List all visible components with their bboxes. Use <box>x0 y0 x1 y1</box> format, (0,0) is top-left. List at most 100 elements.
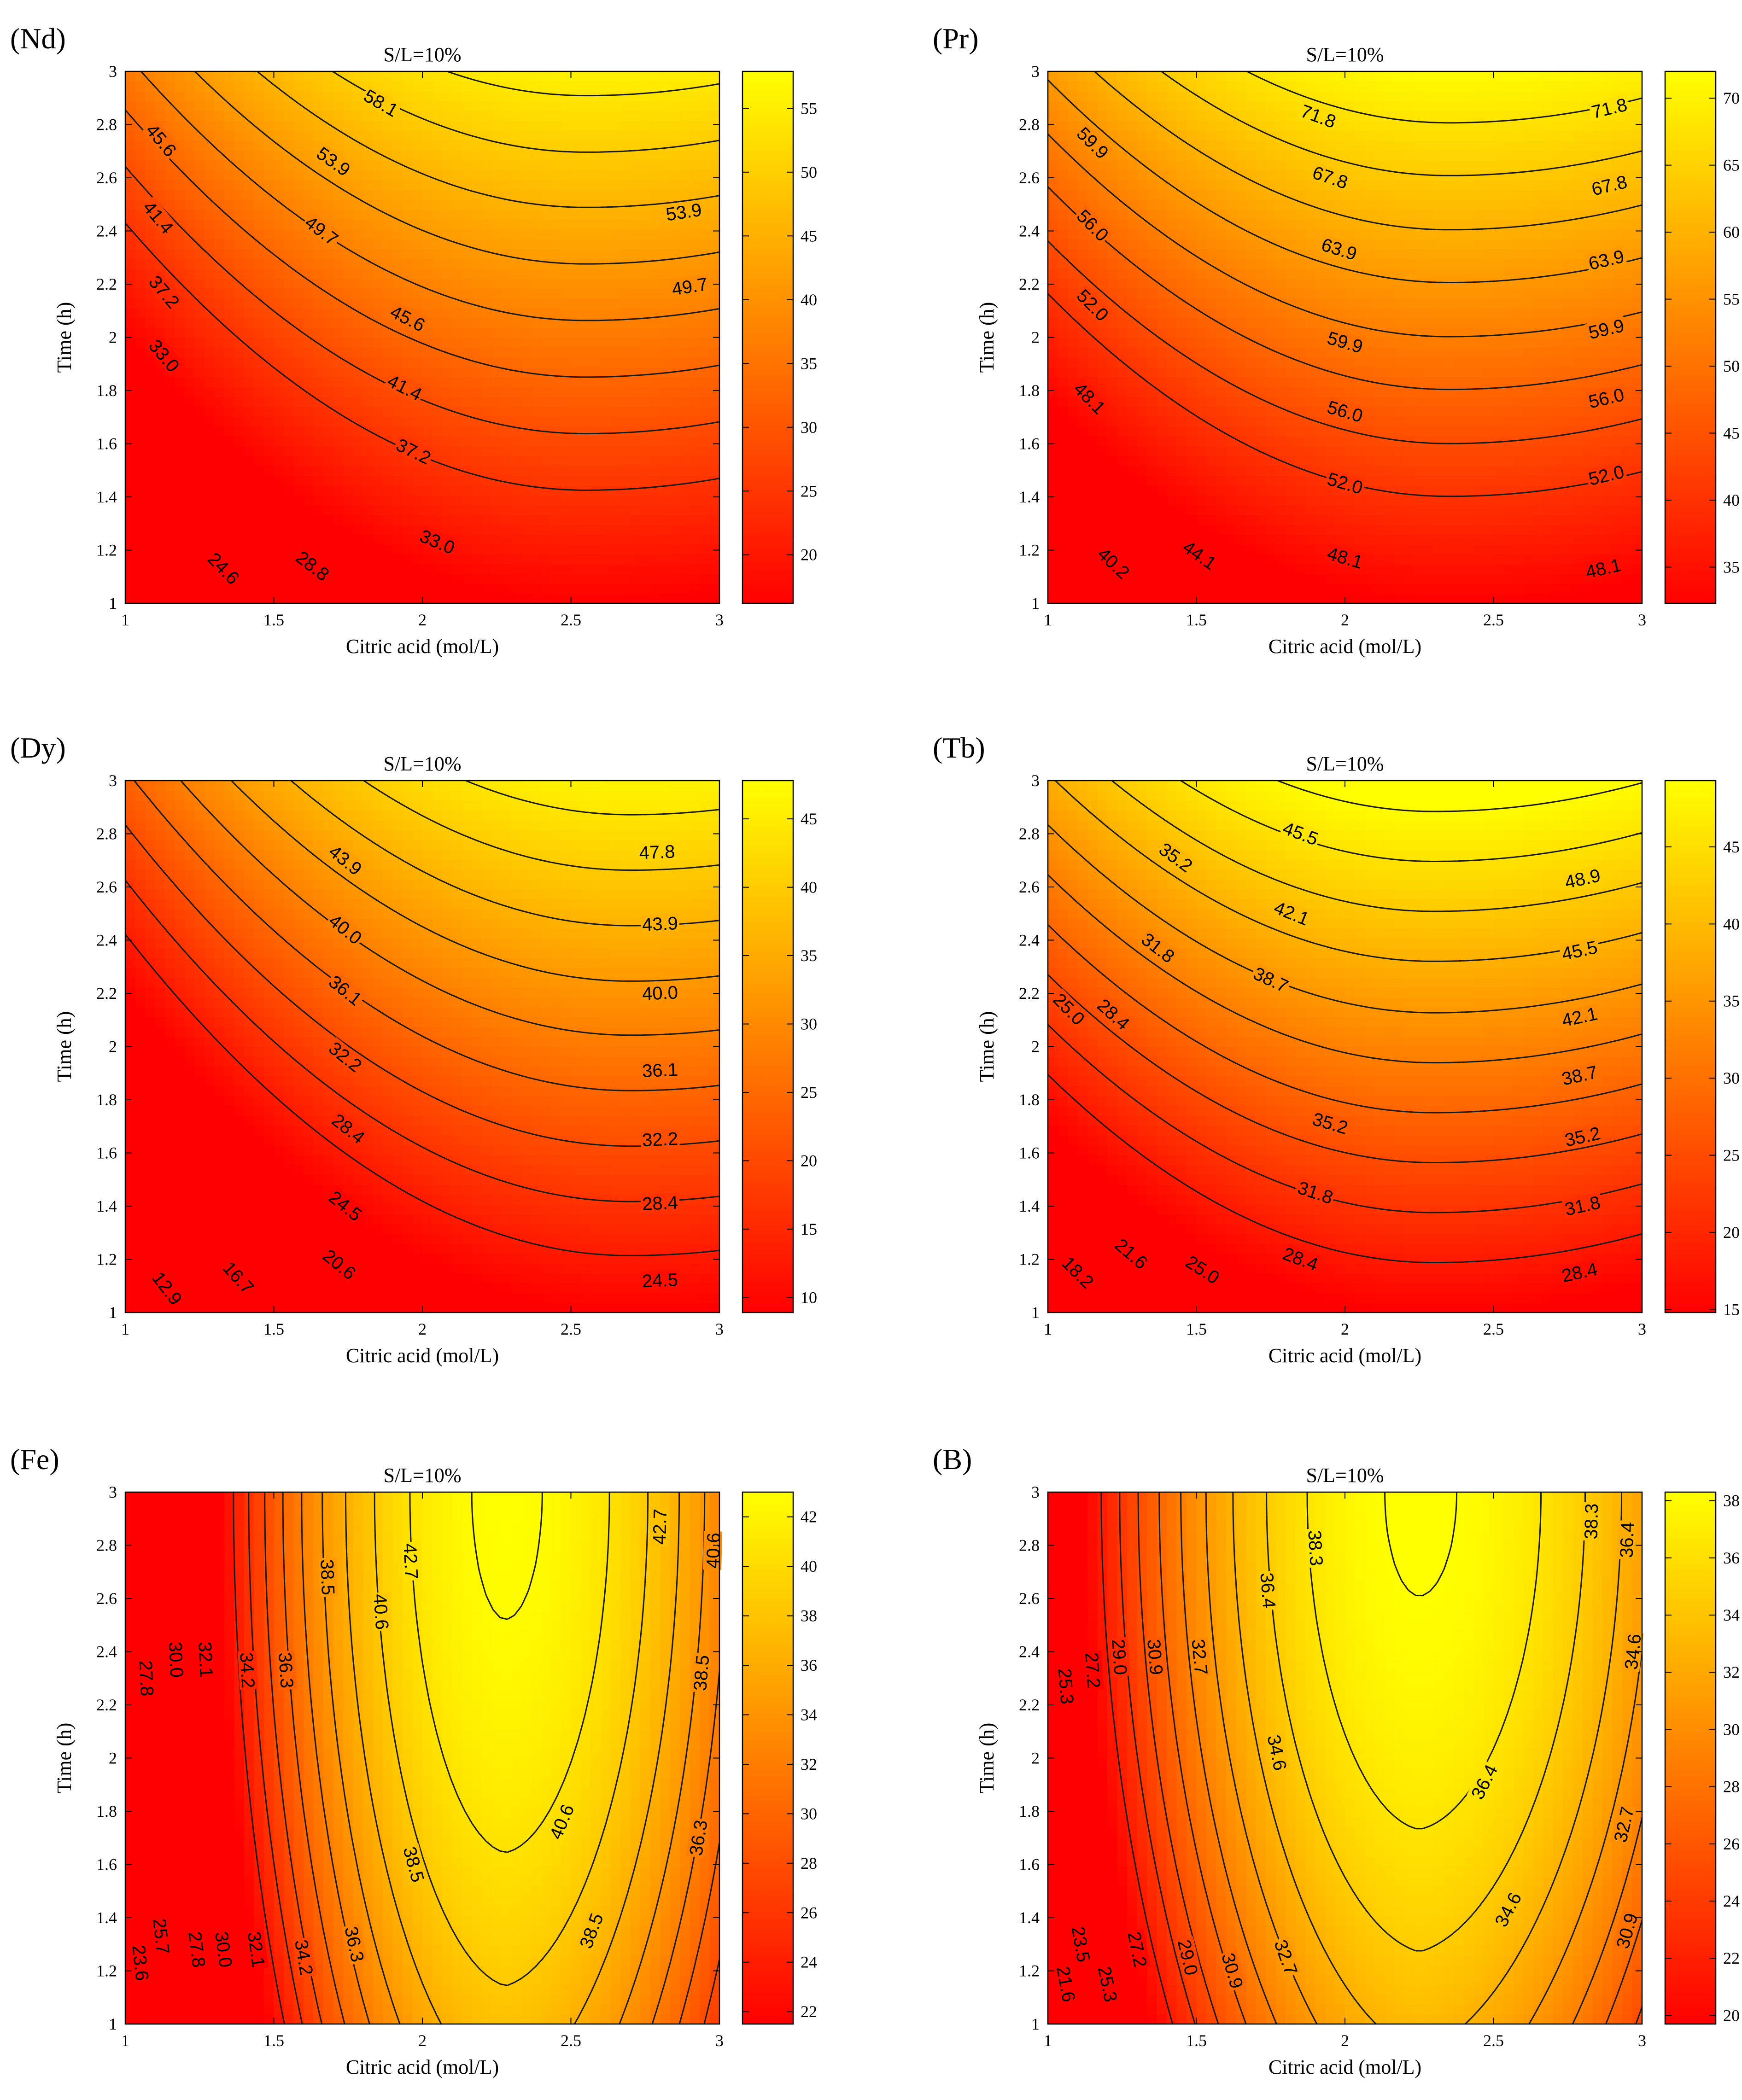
heat-cell <box>452 160 462 170</box>
heat-cell <box>680 495 690 506</box>
heat-cell <box>491 278 502 289</box>
heat-cell <box>1216 367 1227 378</box>
heat-cell <box>511 71 522 82</box>
heat-cell <box>304 426 314 437</box>
heat-cell <box>709 347 719 358</box>
heat-cell <box>511 120 522 131</box>
heat-cell <box>254 445 264 456</box>
heat-cell <box>264 465 275 476</box>
heat-cell <box>502 120 512 131</box>
heat-cell <box>1187 327 1197 338</box>
heat-cell <box>145 180 156 190</box>
heat-cell <box>1077 426 1088 437</box>
heat-cell <box>620 169 631 181</box>
heat-cell <box>125 209 136 220</box>
heat-cell <box>531 573 542 584</box>
heat-cell <box>1424 505 1435 515</box>
heat-cell <box>1503 544 1514 555</box>
heat-cell <box>403 120 413 131</box>
heat-cell <box>670 455 680 466</box>
heat-cell <box>234 386 245 397</box>
heat-cell <box>185 189 195 200</box>
heat-cell <box>1236 377 1246 387</box>
heat-cell <box>304 249 314 259</box>
heat-cell <box>1464 377 1474 387</box>
heat-cell <box>1127 406 1138 417</box>
heat-cell <box>293 347 304 358</box>
heat-cell <box>373 573 383 584</box>
heat-cell <box>145 593 156 603</box>
heat-cell <box>1503 386 1514 397</box>
heat-cell <box>1473 465 1484 476</box>
heat-cell <box>541 258 552 269</box>
heat-cell <box>1632 544 1642 555</box>
heat-cell <box>293 209 304 220</box>
heat-cell <box>1473 514 1484 525</box>
heat-cell <box>452 268 462 279</box>
heat-cell <box>1058 465 1068 476</box>
contour-label-bg <box>139 196 178 238</box>
heat-cell <box>185 564 195 574</box>
heat-cell <box>1167 475 1177 486</box>
heat-cell <box>1374 495 1385 506</box>
heat-cell <box>1295 426 1306 437</box>
heat-cell <box>541 308 552 318</box>
heat-cell <box>521 130 532 141</box>
heat-cell <box>1434 445 1444 456</box>
heat-cell <box>304 465 314 476</box>
heat-cell <box>1622 593 1633 603</box>
heat-cell <box>304 199 314 210</box>
heat-cell <box>1275 514 1286 525</box>
heat-cell <box>660 573 671 584</box>
heat-cell <box>234 317 245 328</box>
heat-cell <box>1266 377 1276 387</box>
heat-cell <box>254 298 264 309</box>
heat-cell <box>1187 465 1197 476</box>
heat-cell <box>125 544 136 555</box>
heat-cell <box>145 71 156 82</box>
heat-cell <box>590 317 601 328</box>
heat-cell <box>155 160 165 170</box>
heat-cell <box>700 573 710 584</box>
heat-cell <box>581 593 591 603</box>
heat-cell <box>551 386 561 397</box>
heat-cell <box>502 111 512 121</box>
heat-cell <box>353 160 363 170</box>
heat-cell <box>620 564 631 574</box>
heat-cell <box>660 160 671 170</box>
heat-cell <box>670 189 680 200</box>
heat-cell <box>690 514 700 525</box>
heat-cell <box>502 573 512 584</box>
heat-cell <box>590 327 601 338</box>
heat-cell <box>1523 475 1534 486</box>
heat-cell <box>422 485 433 496</box>
heat-cell <box>1167 436 1177 446</box>
heat-cell <box>601 150 611 161</box>
heat-cell <box>1068 554 1078 565</box>
heat-cell <box>194 130 205 141</box>
heat-cell <box>640 455 651 466</box>
heat-cell <box>571 495 581 506</box>
heat-cell <box>1543 514 1554 525</box>
heat-cell <box>1394 406 1405 417</box>
heat-cell <box>680 485 690 496</box>
heat-cell <box>1305 583 1316 594</box>
heat-cell <box>205 209 215 220</box>
heat-cell <box>1374 564 1385 574</box>
heat-cell <box>373 495 383 506</box>
heat-cell <box>214 426 225 437</box>
heat-cell <box>1167 505 1177 515</box>
heat-cell <box>1117 475 1128 486</box>
heat-cell <box>610 91 621 102</box>
heat-cell <box>660 189 671 200</box>
heat-cell <box>452 81 462 92</box>
heat-cell <box>1493 416 1504 426</box>
heat-cell <box>1414 583 1425 594</box>
heat-cell <box>700 327 710 338</box>
heat-cell <box>353 475 363 486</box>
heat-cell <box>571 229 581 239</box>
heat-cell <box>224 505 235 515</box>
heat-cell <box>1543 505 1554 515</box>
heat-cell <box>650 81 661 92</box>
heat-cell <box>135 436 146 446</box>
